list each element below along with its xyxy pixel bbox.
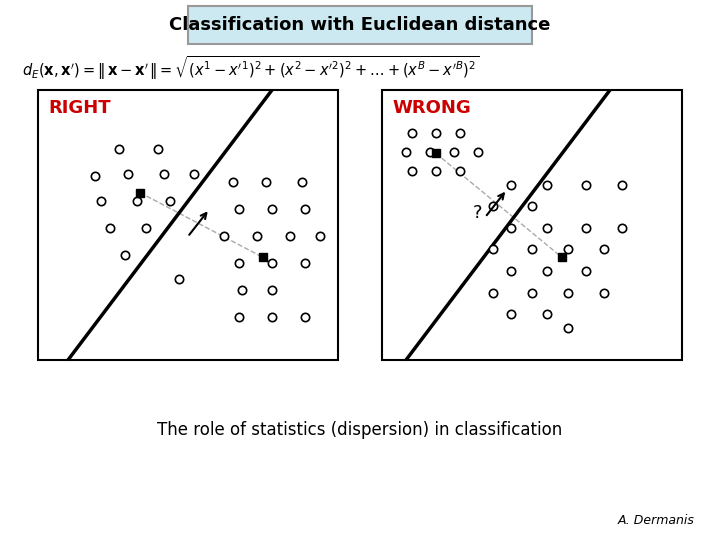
Text: The role of statistics (dispersion) in classification: The role of statistics (dispersion) in c… <box>158 421 562 439</box>
Text: $d_E(\mathbf{x},\mathbf{x'}) = \|\,\mathbf{x}-\mathbf{x'}\,\| = \sqrt{(x^1-x'^1): $d_E(\mathbf{x},\mathbf{x'}) = \|\,\math… <box>22 54 480 82</box>
FancyBboxPatch shape <box>188 6 532 44</box>
Text: WRONG: WRONG <box>392 99 471 117</box>
Text: ?: ? <box>472 205 482 222</box>
Text: A. Dermanis: A. Dermanis <box>618 514 695 526</box>
Text: RIGHT: RIGHT <box>48 99 111 117</box>
Text: Classification with Euclidean distance: Classification with Euclidean distance <box>169 16 551 34</box>
Bar <box>38 90 338 360</box>
Bar <box>382 90 682 360</box>
